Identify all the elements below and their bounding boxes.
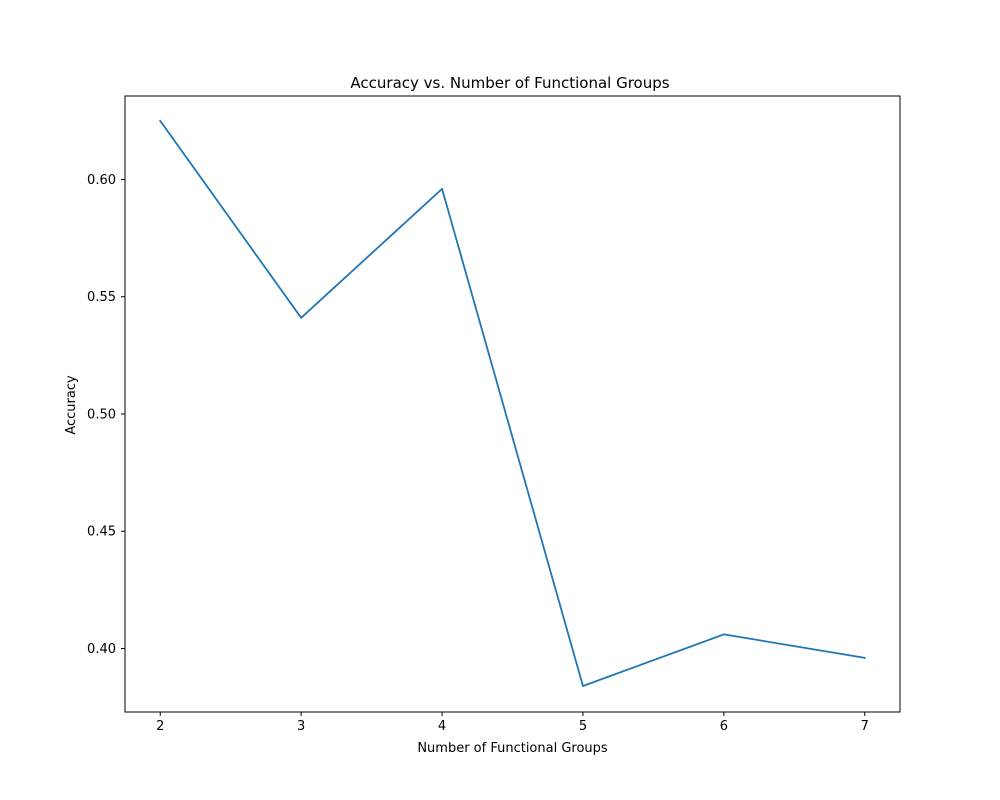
series-line (158, 119, 866, 687)
x-axis: 2 3 4 5 6 7 (156, 712, 869, 734)
x-tick-label: 3 (297, 719, 305, 734)
axes-frame (124, 95, 901, 713)
x-tick-label: 7 (861, 719, 869, 734)
chart-title: Accuracy vs. Number of Functional Groups (350, 74, 669, 92)
series-group (158, 119, 866, 687)
y-tick-label: 0.45 (87, 525, 116, 540)
x-tick-label: 4 (438, 719, 446, 734)
y-tick-label: 0.40 (87, 642, 116, 657)
x-tick-label: 2 (156, 719, 164, 734)
x-axis-label: Number of Functional Groups (417, 741, 608, 756)
y-tick-label: 0.50 (87, 407, 116, 422)
y-tick-label: 0.60 (87, 173, 116, 188)
y-axis: 0.40 0.45 0.50 0.55 0.60 (87, 173, 125, 657)
y-axis-label: Accuracy (64, 375, 79, 435)
x-tick-label: 5 (579, 719, 587, 734)
x-tick-label: 6 (720, 719, 728, 734)
y-tick-label: 0.55 (87, 290, 116, 305)
